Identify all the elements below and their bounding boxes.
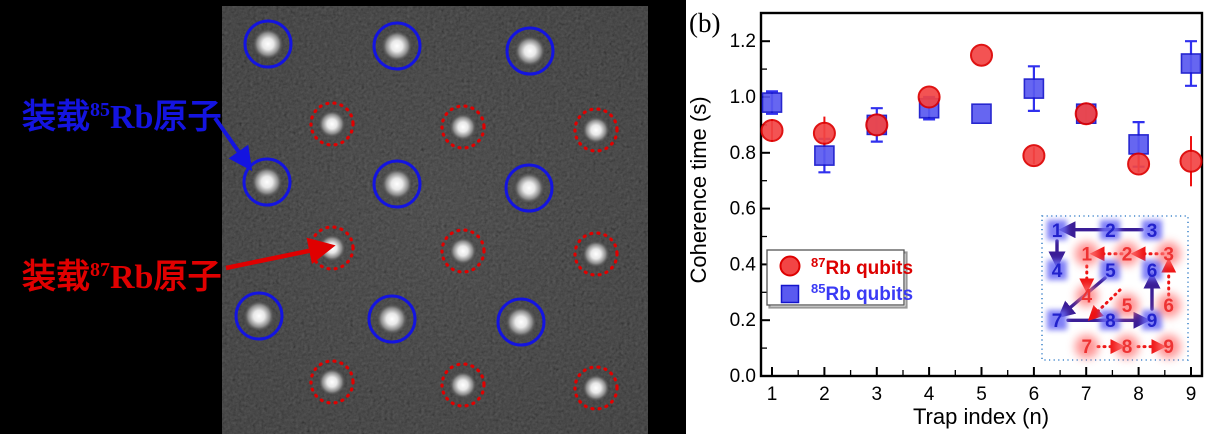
svg-text:装载87Rb原子: 装载87Rb原子 bbox=[22, 258, 221, 296]
svg-text:装载85Rb原子: 装载85Rb原子 bbox=[22, 98, 221, 136]
